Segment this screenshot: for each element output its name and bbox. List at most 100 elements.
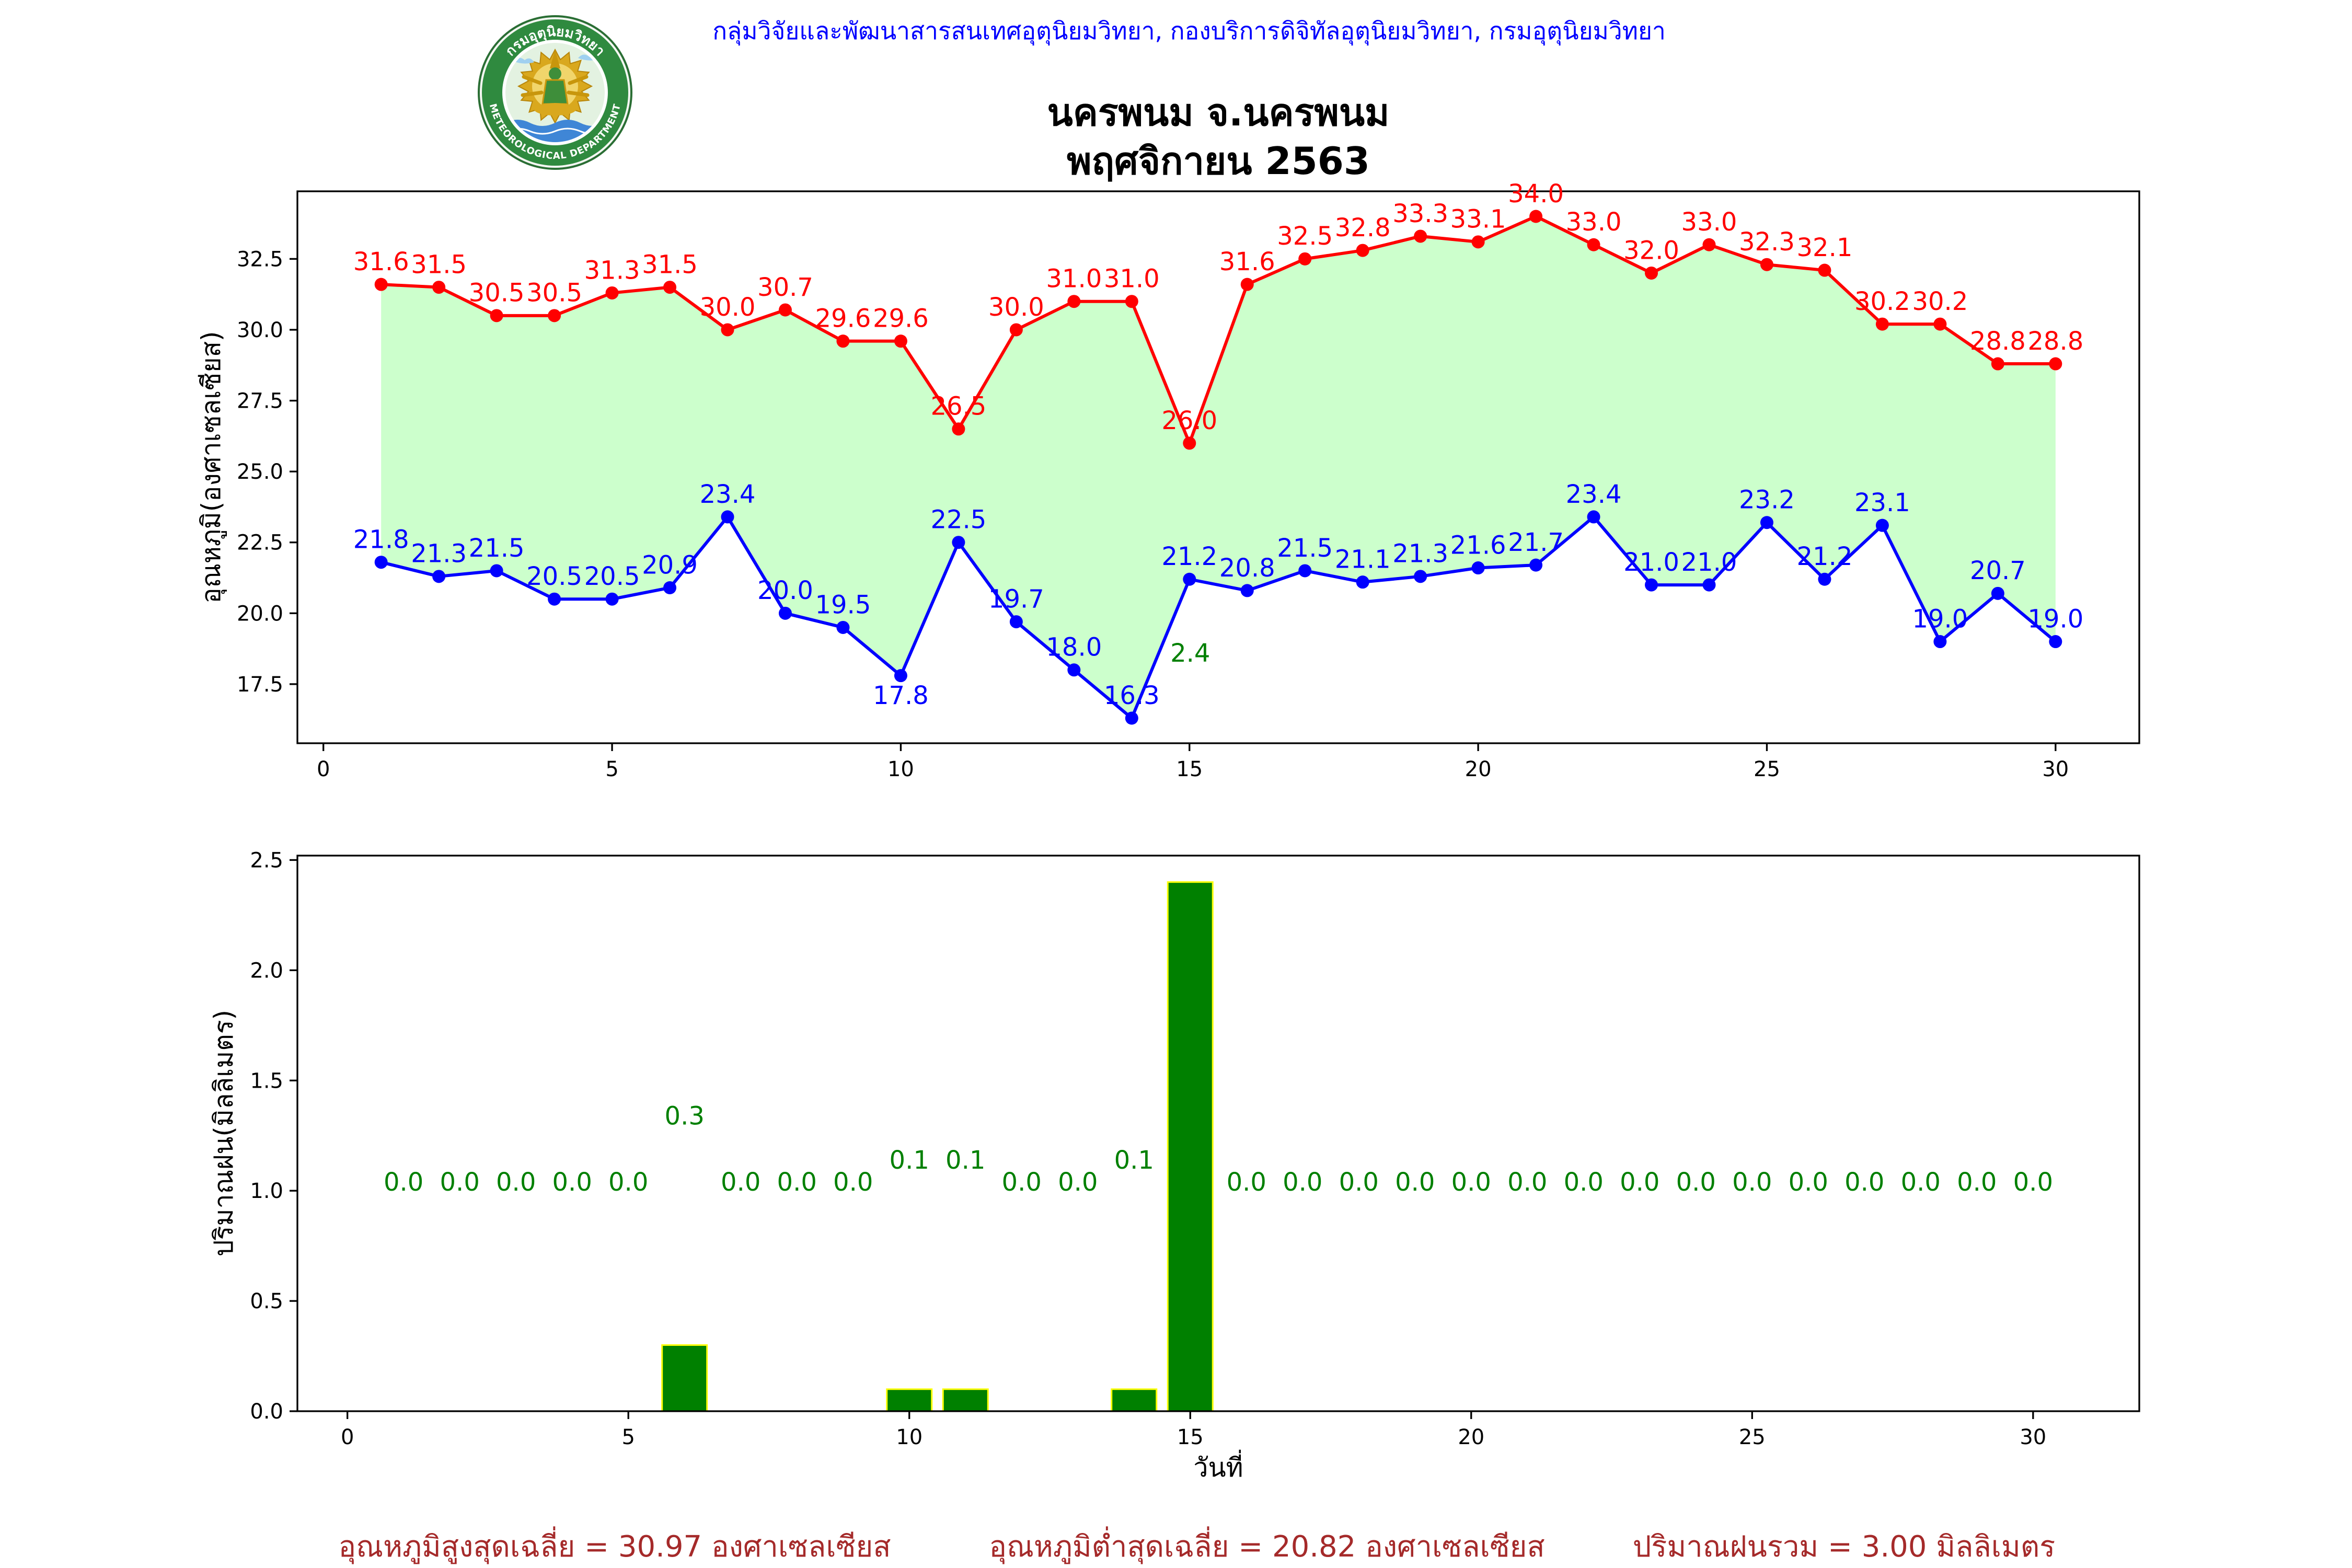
max-temperature-line: [381, 215, 2056, 445]
max-temperature-point: [548, 309, 561, 322]
rainfall-data-label: 0.0: [1507, 1168, 1547, 1197]
rainfall-data-label: 0.0: [1227, 1168, 1266, 1197]
temperature-x-tick-label: 30: [2042, 757, 2069, 781]
rainfall-data-label: 2.4: [1170, 639, 1210, 668]
temperature-axes-frame: [296, 190, 2140, 744]
temperature-y-tick-label: 27.5: [237, 389, 283, 413]
min-temperature-data-label: 21.7: [1508, 528, 1564, 557]
deity-body-icon: [541, 79, 569, 105]
rainfall-x-tick-label: 5: [621, 1425, 635, 1449]
min-temperature-point: [1991, 586, 2004, 600]
rainfall-x-tick-label: 15: [1177, 1425, 1204, 1449]
temperature-y-tick-label: 20.0: [237, 602, 283, 626]
max-temperature-point: [1298, 252, 1312, 266]
temperature-y-tick-label: 32.5: [237, 247, 283, 271]
max-temperature-point: [1702, 238, 1716, 251]
deity-arms-icon: [521, 75, 590, 97]
temperature-y-axis-label: อุณหภูมิ(องศาเซลเซียส): [196, 331, 227, 603]
min-temperature-data-label: 21.0: [1681, 548, 1737, 577]
min-temperature-data-label: 19.0: [2027, 604, 2083, 633]
max-temperature-point: [1760, 258, 1773, 271]
rainfall-y-tick-label: 1.0: [250, 1179, 283, 1203]
min-temperature-point: [1298, 564, 1312, 578]
max-temperature-point: [1587, 238, 1600, 251]
min-temperature-point: [1356, 575, 1369, 589]
rainfall-data-label: 0.0: [1283, 1168, 1322, 1197]
min-temperature-data-label: 18.0: [1046, 633, 1102, 662]
temperature-x-tick-label: 10: [887, 757, 914, 781]
total-rainfall: ปริมาณฝนรวม = 3.00 มิลลิเมตร: [1633, 1530, 2056, 1564]
max-temperature-point: [1183, 436, 1196, 450]
rainfall-data-label: 0.0: [1732, 1168, 1772, 1197]
temperature-x-tick-label: 5: [605, 757, 618, 781]
cloud-icon: [513, 54, 599, 64]
min-temperature-data-label: 23.4: [1566, 480, 1622, 509]
rainfall-data-label: 0.0: [608, 1168, 648, 1197]
rainfall-data-label: 0.0: [2013, 1168, 2053, 1197]
max-temperature-data-label: 30.5: [469, 279, 525, 308]
min-temperature-point: [1702, 578, 1716, 592]
max-temperature-point: [1875, 317, 1889, 331]
min-temperature-data-label: 21.2: [1796, 542, 1852, 571]
max-temperature-data-label: 32.8: [1335, 213, 1391, 243]
max-temperature-point: [1991, 357, 2004, 371]
meteorological-department-seal-icon: กรมอุตุนิยมวิทยา METEOROLOGICAL DEPARTME…: [478, 15, 632, 170]
max-temperature-data-label: 32.5: [1277, 222, 1333, 251]
min-temperature-average: อุณหภูมิต่ำสุดเฉลี่ย = 20.82 องศาเซลเซีย…: [989, 1526, 1544, 1564]
rainfall-data-label: 0.0: [777, 1168, 817, 1197]
rainfall-data-label: 0.1: [890, 1146, 929, 1175]
max-temperature-data-label: 30.0: [700, 293, 756, 322]
max-temperature-point: [836, 335, 850, 348]
min-temperature-line: [381, 515, 2057, 720]
chart-subtitle: พฤศจิกายน 2563: [1067, 139, 1370, 183]
deity-seat-icon: [534, 103, 576, 116]
rainfall-data-label: 0.0: [440, 1168, 480, 1197]
max-temperature-data-label: 30.7: [757, 273, 813, 302]
max-temperature-data-label: 31.3: [584, 256, 640, 285]
max-temperature-data-label: 34.0: [1508, 179, 1564, 209]
min-temperature-point: [1125, 711, 1138, 725]
min-temperature-point: [548, 592, 561, 606]
rainfall-x-axis-label: วันที่: [1193, 1450, 1243, 1483]
min-temperature-point: [605, 592, 619, 606]
min-temperature-point: [721, 510, 734, 524]
rainfall-data-label: 0.0: [1620, 1168, 1659, 1197]
temperature-x-tick-label: 0: [317, 757, 330, 781]
max-temperature-data-label: 33.0: [1681, 207, 1737, 237]
temperature-y-tick-label: 25.0: [237, 460, 283, 484]
rainfall-data-label: 0.0: [833, 1168, 873, 1197]
min-temperature-data-label: 21.5: [469, 534, 525, 563]
max-temperature-point: [432, 281, 446, 294]
max-temperature-data-label: 31.6: [1219, 247, 1275, 276]
rainfall-chart: 0 5 10 15 20 25 30 0.0 0.5 1.0 1.5 2.0 2.5 0.0 0.0 0.0 0…: [250, 639, 2140, 1449]
min-temperature-data-label: 17.8: [873, 681, 929, 710]
min-temperature-data-label: 19.5: [815, 590, 871, 619]
min-temperature-point: [2049, 635, 2062, 649]
min-temperature-point: [952, 536, 965, 549]
min-temperature-data-label: 22.5: [930, 505, 986, 535]
max-temperature-data-label: 31.5: [411, 250, 467, 279]
min-temperature-data-label: 20.5: [526, 562, 582, 591]
min-temperature-data-label: 20.7: [1970, 556, 2026, 585]
min-temperature-point: [1471, 561, 1485, 575]
rainfall-axes-frame: [296, 855, 2140, 1412]
rainfall-bar: [1167, 881, 1214, 1412]
temperature-x-tick-label: 25: [1754, 757, 1780, 781]
max-temperature-point: [1529, 210, 1543, 223]
max-temperature-point: [1471, 235, 1485, 249]
max-temperature-data-label: 30.2: [1854, 287, 1910, 316]
max-temperature-point: [1645, 266, 1658, 280]
temperature-y-tick-label: 22.5: [237, 531, 283, 555]
rainfall-data-label: 0.0: [721, 1168, 760, 1197]
min-temperature-point: [490, 564, 503, 578]
min-temperature-data-label: 23.1: [1854, 488, 1910, 517]
chart-title: นครพนม จ.นครพนม: [1047, 90, 1390, 134]
min-temperature-data-label: 20.5: [584, 562, 640, 591]
max-temperature-point: [952, 422, 965, 436]
min-temperature-point: [1645, 578, 1658, 592]
rainfall-x-tick-label: 10: [896, 1425, 923, 1449]
max-temperature-data-label: 33.3: [1392, 199, 1448, 228]
rainfall-data-label: 0.0: [1957, 1168, 1997, 1197]
min-temperature-data-label: 21.6: [1450, 531, 1506, 560]
